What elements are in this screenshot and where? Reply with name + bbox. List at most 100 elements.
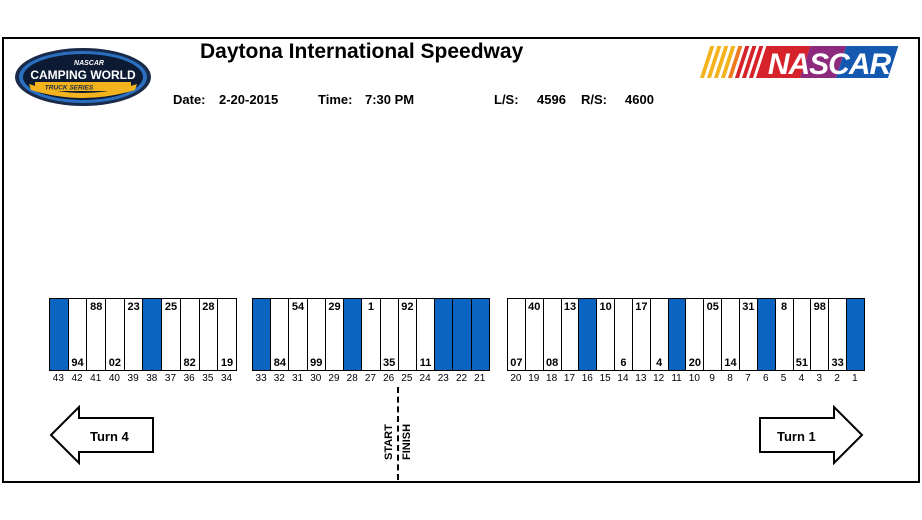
stall-number-label: 2: [834, 373, 840, 384]
stall-number-label: 42: [71, 373, 83, 384]
car-number-top: 29: [328, 301, 341, 313]
pit-stall-26: 35: [380, 298, 399, 371]
svg-text:NASCAR: NASCAR: [768, 48, 892, 80]
car-number-top: 1: [367, 301, 374, 313]
stall-number-label: 25: [401, 373, 413, 384]
pit-stall-4: 51: [793, 298, 812, 371]
car-number-bottom: 20: [688, 357, 701, 369]
car-number-bottom: 99: [310, 357, 323, 369]
pit-stall-15: 10: [597, 298, 616, 371]
stall-number-label: 9: [709, 373, 715, 384]
car-number-bottom: 6: [620, 357, 627, 369]
stall-number-label: 28: [346, 373, 358, 384]
car-number-top: 10: [599, 301, 612, 313]
car-number-bottom: 07: [510, 357, 523, 369]
start-finish-line: [397, 387, 399, 480]
pit-stall-36: 82: [180, 298, 200, 371]
car-number-bottom: 35: [383, 357, 396, 369]
pit-stall-43: [50, 298, 69, 371]
pit-stall-34: 19: [218, 298, 237, 371]
pit-stall-39: 23: [124, 298, 144, 371]
car-number-bottom: 94: [71, 357, 84, 369]
stall-number-label: 12: [653, 373, 665, 384]
car-number-top: 40: [528, 301, 541, 313]
car-number-top: 25: [164, 301, 178, 313]
pit-stall-37: 25: [162, 298, 181, 371]
pit-stall-9: 05: [704, 298, 723, 371]
pit-stall-numbers: 33 32 31 30 29 28 27 26 25 24 23 22 21: [252, 373, 489, 384]
pit-stall-22: [453, 298, 472, 371]
stall-number-label: 30: [310, 373, 322, 384]
pit-stall-41: 88: [87, 298, 107, 371]
stall-number-label: 33: [255, 373, 267, 384]
date-value: 2-20-2015: [219, 92, 279, 107]
stall-number-label: 41: [90, 373, 102, 384]
car-number-bottom: 84: [273, 357, 286, 369]
stall-number-label: 10: [688, 373, 700, 384]
pit-stall-3: 98: [811, 298, 830, 371]
pit-stall-27: 1: [362, 298, 381, 371]
right-side-label: R/S:: [581, 92, 607, 107]
turn-1-arrow-icon: [759, 405, 864, 465]
turn-4-arrow-icon: [49, 405, 154, 465]
pit-stall-13: 17: [632, 298, 651, 371]
car-number-bottom: 33: [831, 357, 844, 369]
stall-number-label: 17: [563, 373, 576, 384]
time-value: 7:30 PM: [365, 92, 415, 107]
pit-stall-14: 6: [615, 298, 633, 371]
pit-stall-6: [757, 298, 776, 371]
stall-number-label: 16: [581, 373, 593, 384]
stall-number-label: 15: [599, 373, 611, 384]
stall-number-label: 34: [220, 373, 233, 384]
pit-right-group: 07 40 08 13 10 6 17 4 20 05 14 31 8 51 98 33: [507, 298, 865, 371]
left-side-value: 4596: [537, 92, 566, 107]
svg-text:NASCAR: NASCAR: [74, 60, 104, 67]
car-number-top: 13: [563, 301, 577, 313]
pit-stall-28: [344, 298, 363, 371]
camping-world-truck-series-logo: NASCAR CAMPING WORLD TRUCK SERIES: [15, 48, 151, 106]
car-number-bottom: 51: [795, 357, 809, 369]
pit-stall-18: 08: [543, 298, 562, 371]
stall-number-label: 40: [108, 373, 120, 384]
stall-number-label: 35: [202, 373, 214, 384]
stall-number-label: 11: [671, 373, 682, 384]
svg-text:CAMPING WORLD: CAMPING WORLD: [30, 68, 136, 82]
stall-number-label: 4: [798, 373, 805, 384]
start-label: START: [383, 422, 395, 462]
stall-number-label: 23: [437, 373, 449, 384]
car-number-bottom: 19: [220, 357, 234, 369]
car-number-bottom: 14: [724, 357, 737, 369]
stall-number-label: 27: [364, 373, 376, 384]
stall-number-label: 3: [816, 373, 823, 384]
pit-stall-7: 31: [739, 298, 758, 371]
car-number-bottom: 82: [183, 357, 196, 369]
car-number-top: 28: [202, 301, 215, 313]
svg-text:TRUCK SERIES: TRUCK SERIES: [45, 85, 94, 92]
stall-number-label: 21: [474, 373, 486, 384]
stall-number-label: 1: [852, 373, 858, 384]
stall-number-label: 18: [546, 373, 558, 384]
pit-middle-group: 84 54 99 29 1 35 92 11: [252, 298, 490, 371]
stall-number-label: 38: [146, 373, 158, 384]
pit-stall-12: 4: [650, 298, 669, 371]
car-number-top: 92: [401, 301, 414, 313]
pit-stall-19: 40: [525, 298, 544, 371]
pit-stall-numbers: 43 42 41 40 39 38 37 36 35 34: [49, 373, 236, 384]
stall-number-label: 32: [273, 373, 285, 384]
stall-number-label: 5: [780, 373, 787, 384]
car-number-bottom: 02: [108, 357, 122, 369]
car-number-bottom: 11: [419, 357, 432, 369]
pit-stall-1: [847, 298, 865, 371]
pit-stall-35: 28: [199, 298, 219, 371]
car-number-top: 17: [635, 301, 648, 313]
pit-stall-42: 94: [68, 298, 88, 371]
pit-stall-30: 99: [307, 298, 326, 371]
pit-stall-33: [253, 298, 272, 371]
pit-stall-21: [471, 298, 490, 371]
pit-stall-17: 13: [561, 298, 580, 371]
date-label: Date:: [173, 92, 206, 107]
pit-map-frame: [2, 37, 920, 483]
finish-label: FINISH: [401, 421, 413, 462]
pit-stall-8: 14: [722, 298, 740, 371]
pit-stall-29: 29: [325, 298, 345, 371]
